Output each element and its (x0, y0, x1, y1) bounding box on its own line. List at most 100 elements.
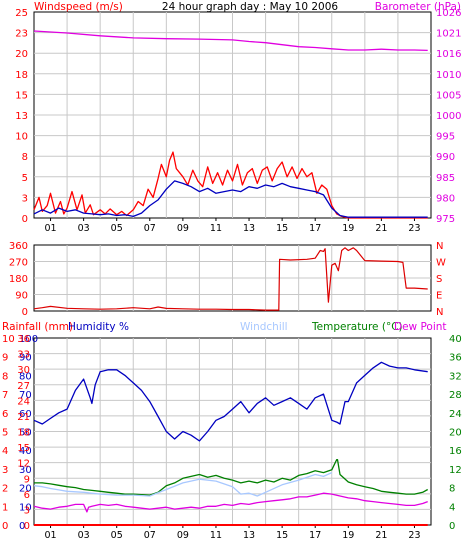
x-tick-label: 05 (111, 223, 123, 234)
x-tick-label: 13 (243, 223, 255, 234)
wind-baro-panel: 24 hour graph day : May 10 2006 Windspee… (15, 1, 461, 234)
y-tick-label: 50 (19, 428, 32, 439)
y-tick-label: 0 (24, 521, 30, 532)
series-line-dew-point (33, 492, 428, 513)
x-tick-label: 23 (408, 223, 420, 234)
x-tick-label: 03 (78, 530, 90, 541)
x-tick-label: 09 (177, 530, 189, 541)
series-line-wind-gust (33, 151, 428, 219)
y-tick-label: W (436, 258, 446, 269)
y-tick-label: 5 (22, 173, 28, 184)
y-tick-label: 20 (449, 428, 462, 439)
y-tick-label: 70 (19, 390, 32, 401)
y-tick-label: 27 (17, 381, 30, 392)
x-tick-label: 09 (177, 223, 189, 234)
series-line-humidity (33, 361, 428, 442)
y-tick-label: 975 (436, 214, 455, 225)
legend-rainfall: Rainfall (mm) (2, 321, 73, 333)
y-tick-label: 40 (449, 334, 462, 345)
y-tick-label: 3 (2, 465, 8, 476)
y-tick-label: 36 (17, 334, 30, 345)
x-tick-label: 07 (144, 530, 156, 541)
y-tick-label: 1005 (436, 90, 461, 101)
y-tick-label: 5 (2, 428, 8, 439)
y-tick-label: 3 (24, 505, 30, 516)
y-tick-label: 0 (22, 307, 28, 318)
y-tick-label: 23 (15, 29, 28, 40)
y-tick-label: 32 (449, 371, 462, 382)
y-tick-label: 4 (449, 502, 455, 513)
y-tick-label: 1016 (436, 49, 461, 60)
series-line-wind-direction (33, 247, 428, 311)
y-tick-label: 1026 (436, 8, 461, 19)
y-tick-label: 1010 (436, 70, 461, 81)
y-tick-label: 6 (24, 490, 30, 501)
legend-dewpoint: Dew Point (394, 321, 447, 333)
y-tick-label: 1021 (436, 29, 461, 40)
y-tick-label: 0 (449, 521, 455, 532)
y-tick-label: 180 (9, 274, 28, 285)
y-tick-label: 1 (2, 502, 8, 513)
y-tick-label: 16 (449, 446, 462, 457)
x-tick-label: 15 (276, 530, 288, 541)
y-tick-label: 18 (17, 428, 30, 439)
y-tick-label: 15 (17, 443, 30, 454)
x-tick-label: 15 (276, 223, 288, 234)
y-tick-label: 10 (19, 502, 32, 513)
y-tick-label: 10 (15, 132, 28, 143)
x-tick-label: 07 (144, 223, 156, 234)
y-tick-label: 990 (436, 152, 455, 163)
x-tick-label: 11 (210, 530, 222, 541)
y-tick-label: 33 (17, 350, 30, 361)
y-tick-label: 24 (17, 396, 30, 407)
y-tick-label: 6 (2, 409, 8, 420)
x-tick-label: 19 (342, 530, 354, 541)
x-tick-label: 05 (111, 530, 123, 541)
y-tick-label: 80 (19, 371, 32, 382)
x-tick-label: 03 (78, 223, 90, 234)
y-tick-label: 0 (2, 521, 8, 532)
series-line-windchill (33, 472, 333, 497)
y-tick-label: 28 (449, 390, 462, 401)
y-tick-label: 12 (449, 465, 462, 476)
x-tick-label: 17 (309, 530, 321, 541)
y-tick-label: 36 (449, 353, 462, 364)
windspeed-axis-label: Windspeed (m/s) (34, 1, 123, 13)
y-tick-label: N (436, 241, 443, 252)
y-tick-label: 7 (2, 390, 8, 401)
x-tick-label: 21 (375, 223, 387, 234)
y-tick-label: 30 (17, 365, 30, 376)
y-tick-label: 9 (24, 474, 30, 485)
x-tick-label: 21 (375, 530, 387, 541)
y-tick-label: 8 (449, 484, 455, 495)
temp-humidity-panel: Rainfall (mm) Humidity % Windchill Tempe… (2, 321, 462, 541)
y-tick-label: 25 (15, 8, 28, 19)
y-tick-label: 980 (436, 193, 455, 204)
chart-title: 24 hour graph day : May 10 2006 (162, 1, 338, 13)
series-line-wind-speed (33, 180, 428, 218)
y-tick-label: 270 (9, 258, 28, 269)
x-tick-label: 13 (243, 530, 255, 541)
y-tick-label: 18 (15, 70, 28, 81)
y-tick-label: 3 (22, 193, 28, 204)
series-line-temperature-c (34, 458, 429, 496)
y-tick-label: 0 (22, 214, 28, 225)
y-tick-label: 9 (2, 353, 8, 364)
y-tick-label: 8 (22, 152, 28, 163)
series-line-barometer (33, 30, 428, 52)
x-tick-label: 01 (44, 223, 56, 234)
y-tick-label: 60 (19, 409, 32, 420)
y-tick-label: 1000 (436, 111, 461, 122)
legend-temperature: Temperature (°C) (311, 321, 403, 333)
y-tick-label: 100 (19, 334, 38, 345)
y-tick-label: 24 (449, 409, 462, 420)
legend-windchill: Windchill (240, 321, 288, 333)
legend-humidity: Humidity % (68, 321, 129, 333)
y-tick-label: 40 (19, 446, 32, 457)
y-tick-label: 90 (15, 291, 28, 302)
y-tick-label: 0 (19, 521, 25, 532)
y-tick-label: 15 (15, 90, 28, 101)
y-tick-label: 8 (2, 371, 8, 382)
y-tick-label: N (436, 307, 443, 318)
